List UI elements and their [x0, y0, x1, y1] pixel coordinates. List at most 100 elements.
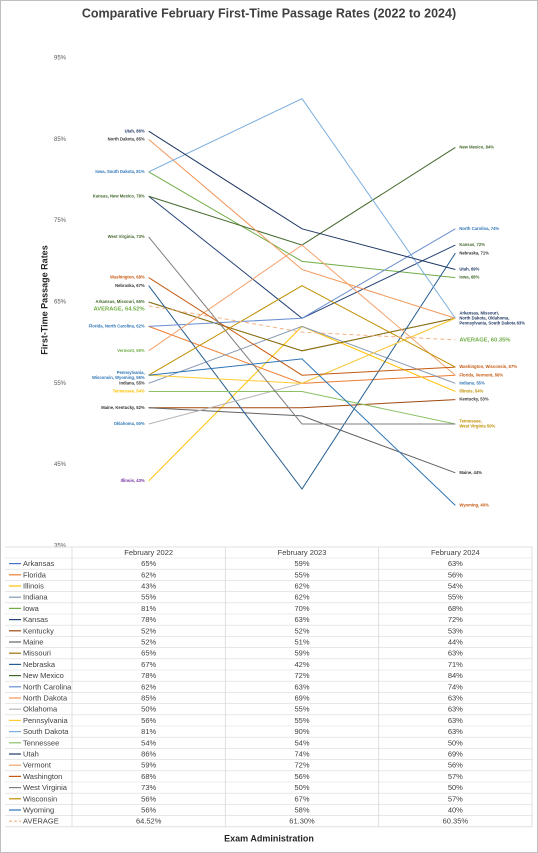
point-label: Kentucky, 53% — [459, 397, 489, 402]
legend-label: Arkansas — [23, 559, 55, 568]
point-label: Illinois, 43% — [121, 478, 145, 483]
legend-label: Illinois — [23, 581, 44, 590]
table-value: 62% — [294, 581, 309, 590]
series-line — [148, 390, 456, 425]
legend-label: Kentucky — [23, 626, 54, 635]
table-value: 68% — [141, 772, 156, 781]
table-value: 59% — [294, 649, 309, 658]
table-value: 81% — [141, 604, 156, 613]
table-value: 53% — [448, 626, 463, 635]
series-line — [148, 130, 456, 270]
table-value: 63% — [448, 649, 463, 658]
legend-label: Vermont — [23, 761, 52, 770]
point-label: Illinois, 54% — [459, 389, 483, 394]
table-value: 56% — [141, 716, 156, 725]
legend-label: Wisconsin — [23, 794, 57, 803]
table-value: 63% — [448, 693, 463, 702]
table-value: 55% — [294, 570, 309, 579]
table-value: 63% — [294, 615, 309, 624]
table-value: 56% — [448, 570, 463, 579]
table-header: February 2024 — [431, 548, 480, 557]
legend-label: Iowa — [23, 604, 40, 613]
point-label: Iowa, South Dakota, 81% — [95, 169, 145, 174]
table-value: 65% — [141, 649, 156, 658]
table-value: 51% — [294, 637, 309, 646]
point-label: Iowa, 68% — [459, 275, 479, 280]
table-value: 56% — [448, 761, 463, 770]
table-value: 55% — [141, 593, 156, 602]
legend-label: Indiana — [23, 593, 48, 602]
table-value: 58% — [294, 805, 309, 814]
table-value: 42% — [294, 660, 309, 669]
table-value: 56% — [294, 772, 309, 781]
point-label: North Dakota, 85% — [108, 136, 145, 141]
legend-label: New Mexico — [23, 671, 64, 680]
table-value: 85% — [141, 693, 156, 702]
table-value: 55% — [294, 705, 309, 714]
point-label: Oklahoma, 50% — [114, 421, 145, 426]
table-value: 54% — [448, 581, 463, 590]
chart-title: Comparative February First-Time Passage … — [82, 6, 456, 20]
table-value: 86% — [141, 749, 156, 758]
point-label: Utah, 69% — [459, 267, 479, 272]
table-value: 43% — [141, 581, 156, 590]
table-value: 63% — [448, 727, 463, 736]
y-tick-label: 75% — [54, 218, 67, 224]
series-line — [148, 98, 456, 319]
legend-label: AVERAGE — [23, 817, 59, 826]
table-value: 72% — [448, 615, 463, 624]
table-value: 50% — [141, 705, 156, 714]
series-line — [148, 305, 456, 341]
table-value: 62% — [141, 570, 156, 579]
table-value: 55% — [448, 593, 463, 602]
x-axis-title: Exam Administration — [224, 833, 314, 843]
series-line — [148, 301, 456, 352]
table-header: February 2022 — [124, 548, 173, 557]
point-label: Kansas, New Mexico, 78% — [93, 193, 145, 198]
table-value: 61.30% — [289, 817, 315, 826]
point-label: Indiana, 55% — [459, 380, 485, 385]
point-label: Utah, 86% — [125, 128, 145, 133]
legend-label: South Dakota — [23, 727, 69, 736]
y-tick-label: 65% — [54, 300, 67, 306]
legend-label: Oklahoma — [23, 705, 58, 714]
legend-label: Pennsylvania — [23, 716, 68, 725]
point-label: Washington, Wisconsin, 57% — [459, 364, 517, 369]
point-label: Indiana, 55% — [119, 381, 145, 386]
table-value: 63% — [448, 705, 463, 714]
table-value: 52% — [294, 626, 309, 635]
table-value: 50% — [448, 783, 463, 792]
table-value: 62% — [141, 682, 156, 691]
point-label: Washington, 68% — [110, 275, 145, 280]
series-line — [148, 285, 456, 376]
point-label: Kansas, 72% — [459, 242, 485, 247]
table-value: 67% — [294, 794, 309, 803]
point-label: AVERAGE, 64.52% — [94, 306, 145, 312]
table-value: 74% — [294, 749, 309, 758]
table-value: 63% — [448, 716, 463, 725]
series-line — [148, 228, 456, 327]
y-axis-title: First-Time Passage Rates — [39, 245, 49, 354]
legend-label: North Carolina — [23, 682, 72, 691]
y-tick-label: 35% — [54, 544, 67, 550]
legend-label: Maine — [23, 637, 43, 646]
table-value: 54% — [294, 738, 309, 747]
table-value: 84% — [448, 671, 463, 680]
legend-label: West Virginia — [23, 783, 68, 792]
table-value: 63% — [448, 559, 463, 568]
point-label: Nebraska, 67% — [115, 283, 145, 288]
series-line — [148, 138, 456, 319]
table-value: 50% — [448, 738, 463, 747]
table-value: 62% — [294, 593, 309, 602]
point-label: North Carolina, 74% — [459, 226, 499, 231]
point-label: Vermont, 59% — [117, 348, 145, 353]
series-line — [148, 277, 456, 376]
legend-label: Kansas — [23, 615, 48, 624]
series-line — [148, 399, 456, 409]
point-label: Pennsylvania, South Dakota 63% — [459, 320, 525, 325]
legend-label: Washington — [23, 772, 62, 781]
point-label: Maine, Kentucky, 52% — [101, 405, 145, 410]
table-value: 60.35% — [443, 817, 469, 826]
table-value: 65% — [141, 559, 156, 568]
